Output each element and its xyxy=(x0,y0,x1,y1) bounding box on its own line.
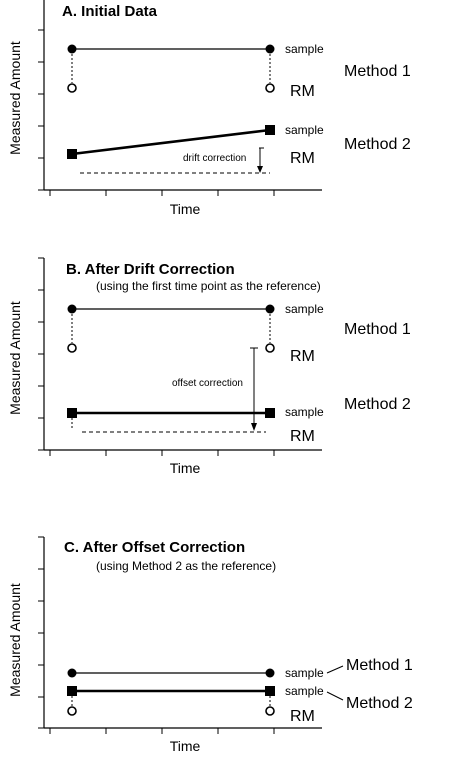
panel-a-sample-label-2: sample xyxy=(285,123,324,137)
panel-b-x-ticks xyxy=(49,450,275,456)
panel-b-method1-sample-point xyxy=(265,304,275,314)
panel-a-method1-rm-point xyxy=(67,83,77,93)
panel-c-sample-label-2: sample xyxy=(285,684,324,698)
panel-a-drift-arrowhead xyxy=(257,166,263,173)
panel-a-y-label: Measured Amount xyxy=(7,41,23,155)
panel-b-sample-label-2: sample xyxy=(285,405,324,419)
panel-a-y-ticks xyxy=(38,29,44,191)
panel-b-x-label: Time xyxy=(170,460,201,476)
panel-b-method1-rm-point xyxy=(265,343,275,353)
panel-a-method2-sample-line xyxy=(71,128,271,156)
panel-a-x-ticks xyxy=(49,190,275,196)
panel-b-method2-sample-point xyxy=(67,408,77,418)
panel-c-rm-label: RM xyxy=(290,708,315,725)
panel-c-y-label: Measured Amount xyxy=(7,583,23,697)
panel-a-method1-rm-point xyxy=(265,83,275,93)
panel-a-drift-label: drift correction xyxy=(183,153,246,164)
panel-b-method1-sample-point xyxy=(67,304,77,314)
panel-a-title: A. Initial Data xyxy=(62,3,158,20)
panel-b-method1-label: Method 1 xyxy=(344,321,411,338)
panel-c-sample-label-1: sample xyxy=(285,666,324,680)
panel-a: A. Initial Data Measured Amount Time xyxy=(7,0,411,217)
panel-a-rm-label-1: RM xyxy=(290,83,315,100)
panel-b-offset-arrowhead xyxy=(251,423,257,431)
panel-c-method1-sample-point xyxy=(265,668,275,678)
panel-c-method2-sample-point xyxy=(67,686,77,696)
panel-a-method2-sample-point xyxy=(67,149,77,159)
panel-c-method1-sample-point xyxy=(67,668,77,678)
panel-a-rm-label-2: RM xyxy=(290,150,315,167)
panel-c-rm-point xyxy=(67,706,77,716)
panel-a-sample-label-1: sample xyxy=(285,42,324,56)
panel-b-offset-label: offset correction xyxy=(172,378,243,389)
panel-b-rm-label-2: RM xyxy=(290,428,315,445)
panel-a-method1-sample-point xyxy=(67,44,77,54)
panel-a-x-label: Time xyxy=(170,201,201,217)
panel-c-x-ticks xyxy=(49,728,275,734)
panel-b-y-ticks xyxy=(38,257,44,451)
panel-c-x-label: Time xyxy=(170,738,201,754)
panel-c-title: C. After Offset Correction xyxy=(64,539,245,556)
panel-b-method2-label: Method 2 xyxy=(344,396,411,413)
panel-b-sample-label-1: sample xyxy=(285,302,324,316)
panel-c-method1-leader xyxy=(326,665,344,674)
panel-b-rm-label-1: RM xyxy=(290,348,315,365)
panel-c-method2-label: Method 2 xyxy=(346,695,413,712)
panel-b-subtitle: (using the first time point as the refer… xyxy=(96,279,321,293)
panel-c-method2-leader xyxy=(326,691,344,701)
panel-b-title: B. After Drift Correction xyxy=(66,261,235,278)
panel-b-method2-sample-point xyxy=(265,408,275,418)
panel-c-method2-sample-point xyxy=(265,686,275,696)
panel-a-method1-sample-point xyxy=(265,44,275,54)
panel-a-method2-label: Method 2 xyxy=(344,136,411,153)
panel-c-y-ticks xyxy=(38,536,44,729)
panel-c: C. After Offset Correction (using Method… xyxy=(7,536,413,754)
panel-b-method1-rm-point xyxy=(67,343,77,353)
panel-a-method1-label: Method 1 xyxy=(344,63,411,80)
panel-c-rm-point xyxy=(265,706,275,716)
panel-c-subtitle: (using Method 2 as the reference) xyxy=(96,559,276,573)
panel-b-y-label: Measured Amount xyxy=(7,301,23,415)
panel-b: B. After Drift Correction (using the fir… xyxy=(7,257,411,476)
panel-a-method2-sample-point xyxy=(265,125,275,135)
panel-c-method1-label: Method 1 xyxy=(346,657,413,674)
